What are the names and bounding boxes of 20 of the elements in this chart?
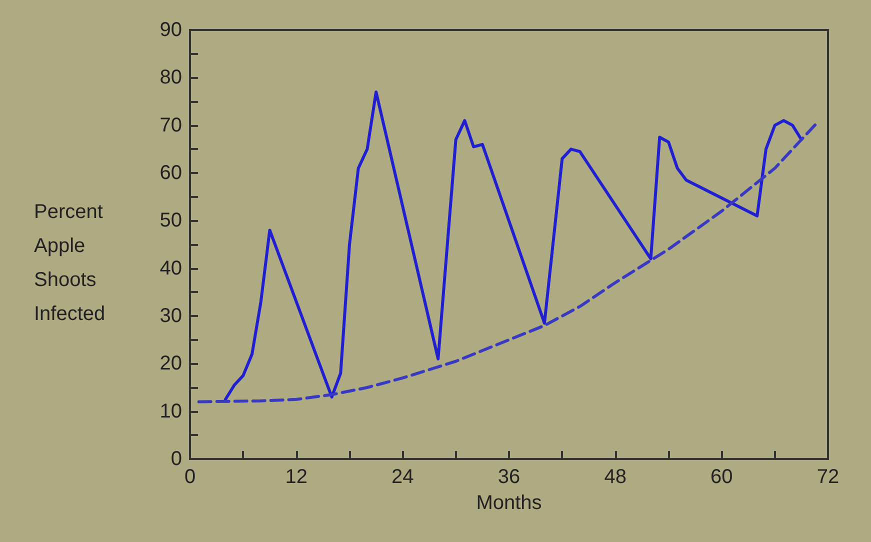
y-tick-label: 90 <box>160 19 182 41</box>
x-tick-label: 12 <box>285 466 308 488</box>
x-tick-label: 48 <box>604 466 626 488</box>
x-tick-label: 36 <box>498 466 520 488</box>
y-tick-label: 50 <box>160 210 182 232</box>
y-tick-label: 60 <box>160 162 182 184</box>
x-tick-label: 0 <box>184 466 196 488</box>
x-tick-label: 24 <box>392 466 414 488</box>
y-tick-label: 80 <box>160 66 182 89</box>
y-axis-title: Percent Apple Shoots Infected <box>34 201 108 325</box>
x-axis-title: Months <box>476 492 542 514</box>
x-tick-label: 72 <box>816 466 840 488</box>
y-tick-label: 70 <box>160 114 182 136</box>
y-tick-label: 20 <box>160 352 182 375</box>
line-series <box>224 90 803 401</box>
x-tick-label: 60 <box>710 466 733 488</box>
y-tick-label: 0 <box>170 448 182 470</box>
y-tick-label: 10 <box>160 400 182 422</box>
y-tick-label: 30 <box>160 305 182 327</box>
y-tick-label: 40 <box>160 257 182 280</box>
